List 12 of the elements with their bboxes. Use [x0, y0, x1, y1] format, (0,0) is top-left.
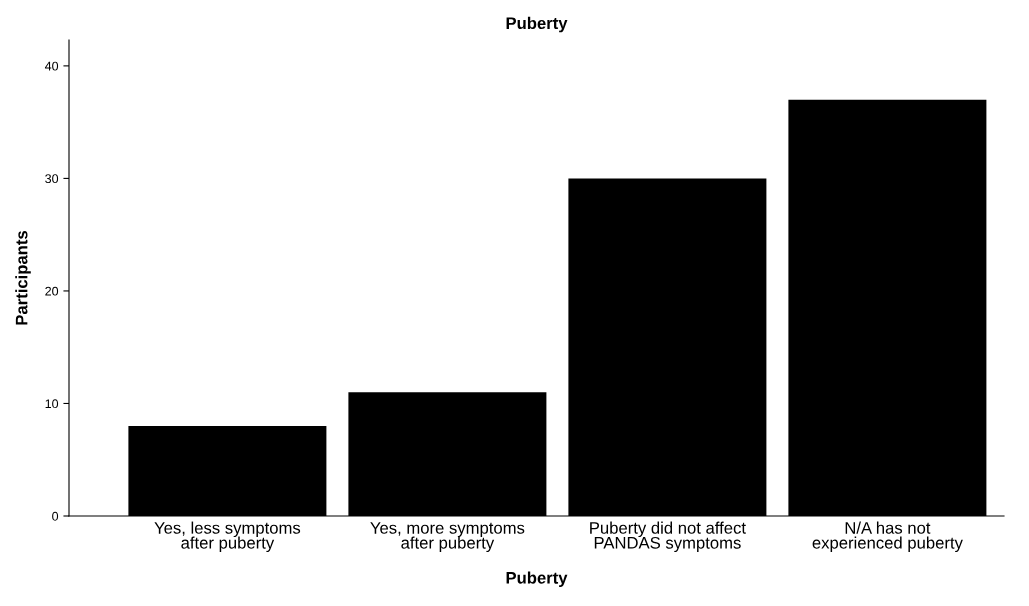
chart-title: Puberty: [506, 16, 568, 33]
y-axis-title: Participants: [15, 230, 31, 325]
y-tick-label: 0: [52, 511, 59, 521]
y-tick-label: 20: [45, 286, 59, 296]
x-tick-label: Yes, more symptoms after puberty: [370, 522, 525, 553]
x-tick-label: Yes, less symptoms after puberty: [154, 521, 301, 553]
x-axis-title: Puberty: [506, 571, 568, 588]
y-tick-label: 40: [44, 61, 59, 71]
x-tick-label: Puberty did not affect PANDAS symptoms: [590, 521, 746, 553]
y-tick-label: 30: [45, 174, 59, 184]
x-tick-label: N/A has not experienced puberty: [812, 521, 963, 553]
y-tick-label: 10: [45, 399, 59, 409]
